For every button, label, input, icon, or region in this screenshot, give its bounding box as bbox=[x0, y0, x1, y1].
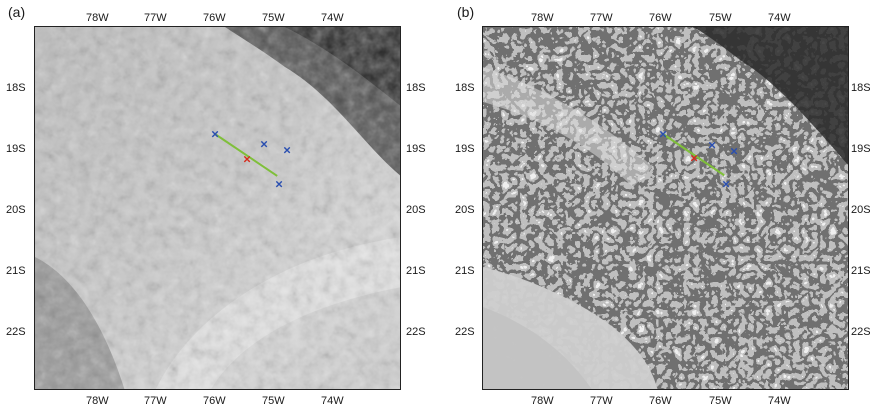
waypoint-marker-n-b: × bbox=[708, 137, 716, 153]
left-lat-tick-19s-b: 19S bbox=[455, 143, 475, 155]
top-lon-tick-75w-b: 75W bbox=[709, 12, 732, 24]
left-lat-tick-18s-b: 18S bbox=[455, 82, 475, 94]
waypoint-marker-n-a: × bbox=[260, 136, 268, 152]
center-marker-b: × bbox=[690, 150, 698, 166]
top-lon-tick-78w: 78W bbox=[86, 12, 109, 24]
left-lat-tick-21s: 21S bbox=[6, 265, 26, 277]
right-lat-tick-21s: 21S bbox=[406, 265, 426, 277]
right-lat-tick-19s-b: 19S bbox=[851, 143, 870, 155]
bottom-lon-tick-78w-b: 78W bbox=[531, 395, 554, 407]
top-lon-tick-74w: 74W bbox=[321, 12, 344, 24]
bottom-lon-tick-74w-b: 74W bbox=[768, 395, 791, 407]
right-lat-tick-22s-b: 22S bbox=[851, 326, 870, 338]
left-lat-tick-22s: 22S bbox=[6, 326, 26, 338]
left-lat-tick-18s: 18S bbox=[6, 82, 26, 94]
right-lat-tick-18s-b: 18S bbox=[851, 82, 870, 94]
left-lat-tick-20s: 20S bbox=[6, 204, 26, 216]
left-lat-tick-20s-b: 20S bbox=[455, 204, 475, 216]
bottom-lon-tick-75w-b: 75W bbox=[709, 395, 732, 407]
waypoint-marker-e-b: × bbox=[730, 143, 738, 159]
waypoint-marker-nw-b: × bbox=[659, 126, 667, 142]
bottom-lon-tick-75w: 75W bbox=[262, 395, 285, 407]
right-lat-tick-22s: 22S bbox=[406, 326, 426, 338]
waypoint-marker-e-a: × bbox=[283, 142, 291, 158]
right-lat-tick-19s: 19S bbox=[406, 143, 426, 155]
waypoint-marker-se-a: × bbox=[275, 176, 283, 192]
left-lat-tick-22s-b: 22S bbox=[455, 326, 475, 338]
left-lat-tick-21s-b: 21S bbox=[455, 265, 475, 277]
waypoint-marker-nw-a: × bbox=[211, 126, 219, 142]
panel-a: (a) 78W 77W 76W 75W 74W 18S 19S 20S 21S … bbox=[6, 4, 426, 407]
top-lon-tick-74w-b: 74W bbox=[768, 12, 791, 24]
bottom-lon-tick-76w: 76W bbox=[203, 395, 226, 407]
right-lat-tick-21s-b: 21S bbox=[851, 265, 870, 277]
right-lat-tick-18s: 18S bbox=[406, 82, 426, 94]
waypoint-marker-se-b: × bbox=[722, 176, 730, 192]
model-image-b bbox=[482, 26, 849, 390]
top-lon-tick-77w-b: 77W bbox=[590, 12, 613, 24]
right-lat-tick-20s-b: 20S bbox=[851, 204, 870, 216]
center-marker-a: × bbox=[243, 151, 251, 167]
right-lat-tick-20s: 20S bbox=[406, 204, 426, 216]
bottom-lon-tick-77w-b: 77W bbox=[590, 395, 613, 407]
cloud-field-a bbox=[35, 27, 400, 389]
top-lon-tick-77w: 77W bbox=[144, 12, 167, 24]
bottom-lon-tick-77w: 77W bbox=[144, 395, 167, 407]
panel-a-label: (a) bbox=[8, 4, 26, 20]
bottom-lon-tick-74w: 74W bbox=[321, 395, 344, 407]
top-lon-tick-78w-b: 78W bbox=[531, 12, 554, 24]
top-lon-tick-76w-b: 76W bbox=[649, 12, 672, 24]
bottom-lon-tick-78w: 78W bbox=[86, 395, 109, 407]
top-lon-tick-75w: 75W bbox=[262, 12, 285, 24]
cloud-field-b bbox=[483, 27, 848, 389]
top-lon-tick-76w: 76W bbox=[203, 12, 226, 24]
satellite-image-a bbox=[34, 26, 401, 390]
left-lat-tick-19s: 19S bbox=[6, 143, 26, 155]
bottom-lon-tick-76w-b: 76W bbox=[649, 395, 672, 407]
panel-b: (b) 78W 77W 76W 75W 74W 18S 19S 20S 21S … bbox=[435, 0, 870, 409]
panel-b-label: (b) bbox=[457, 4, 475, 20]
